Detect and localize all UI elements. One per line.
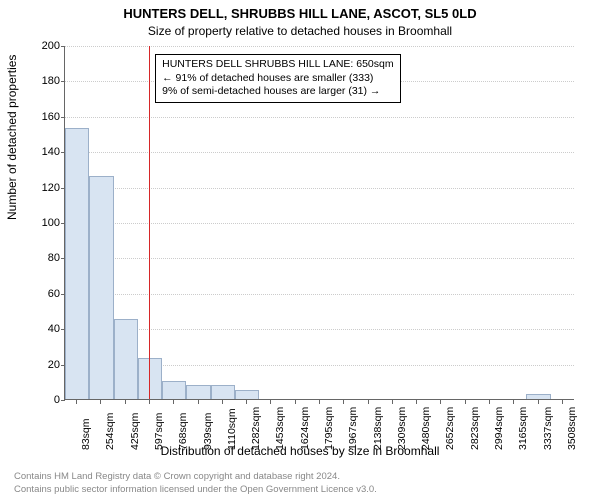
footer-attribution: Contains HM Land Registry data © Crown c…: [14, 471, 377, 496]
xtick-label: 254sqm: [104, 413, 116, 450]
gridline: [65, 223, 574, 224]
ytick-label: 100: [26, 217, 60, 229]
histogram-bar: [186, 385, 210, 399]
histogram-bar: [162, 381, 186, 399]
ytick-label: 40: [26, 323, 60, 335]
ytick-mark: [61, 400, 65, 401]
chart-subtitle: Size of property relative to detached ho…: [0, 24, 600, 38]
y-axis-label: Number of detached properties: [5, 55, 19, 220]
xtick-label: 1110sqm: [226, 408, 238, 450]
plot-area: HUNTERS DELL SHRUBBS HILL LANE: 650sqm← …: [64, 46, 574, 400]
xtick-label: 2823sqm: [469, 407, 481, 450]
xtick-label: 2480sqm: [420, 407, 432, 450]
ytick-label: 0: [26, 394, 60, 406]
ytick-label: 20: [26, 359, 60, 371]
xtick-mark: [562, 400, 563, 404]
histogram-bar: [65, 128, 89, 399]
marker-line: [149, 46, 150, 399]
xtick-mark: [100, 400, 101, 404]
annotation-line: HUNTERS DELL SHRUBBS HILL LANE: 650sqm: [162, 58, 393, 72]
gridline: [65, 152, 574, 153]
annotation-box: HUNTERS DELL SHRUBBS HILL LANE: 650sqm← …: [155, 54, 400, 103]
gridline: [65, 188, 574, 189]
xtick-mark: [343, 400, 344, 404]
ytick-mark: [61, 81, 65, 82]
xtick-mark: [76, 400, 77, 404]
footer-line1: Contains HM Land Registry data © Crown c…: [14, 471, 377, 483]
annotation-line: ← 91% of detached houses are smaller (33…: [162, 72, 393, 86]
gridline: [65, 258, 574, 259]
histogram-bar: [526, 394, 550, 399]
xtick-mark: [465, 400, 466, 404]
xtick-mark: [125, 400, 126, 404]
xtick-label: 1624sqm: [299, 407, 311, 450]
xtick-label: 2309sqm: [396, 407, 408, 450]
ytick-label: 200: [26, 40, 60, 52]
xtick-mark: [538, 400, 539, 404]
xtick-label: 768sqm: [177, 413, 189, 450]
xtick-label: 1967sqm: [347, 407, 359, 450]
xtick-label: 3165sqm: [517, 407, 529, 450]
xtick-label: 2138sqm: [372, 407, 384, 450]
xtick-label: 2994sqm: [493, 407, 505, 450]
xtick-mark: [270, 400, 271, 404]
ytick-label: 60: [26, 288, 60, 300]
xtick-label: 597sqm: [153, 413, 165, 450]
histogram-bar: [235, 390, 259, 399]
chart-title: HUNTERS DELL, SHRUBBS HILL LANE, ASCOT, …: [0, 6, 600, 21]
xtick-label: 1453sqm: [274, 407, 286, 450]
ytick-label: 140: [26, 146, 60, 158]
gridline: [65, 117, 574, 118]
xtick-mark: [489, 400, 490, 404]
xtick-mark: [149, 400, 150, 404]
xtick-mark: [513, 400, 514, 404]
ytick-mark: [61, 46, 65, 47]
xtick-label: 3508sqm: [566, 407, 578, 450]
xtick-label: 425sqm: [129, 413, 141, 450]
xtick-label: 1795sqm: [323, 407, 335, 450]
xtick-mark: [319, 400, 320, 404]
xtick-mark: [416, 400, 417, 404]
xtick-mark: [222, 400, 223, 404]
ytick-mark: [61, 117, 65, 118]
gridline: [65, 46, 574, 47]
xtick-label: 3337sqm: [542, 407, 554, 450]
xtick-label: 2652sqm: [444, 407, 456, 450]
xtick-mark: [295, 400, 296, 404]
xtick-mark: [392, 400, 393, 404]
gridline: [65, 294, 574, 295]
xtick-label: 939sqm: [202, 413, 214, 450]
xtick-label: 1282sqm: [250, 407, 262, 450]
histogram-bar: [114, 319, 138, 399]
ytick-label: 120: [26, 182, 60, 194]
histogram-bar: [89, 176, 113, 399]
ytick-label: 160: [26, 111, 60, 123]
xtick-mark: [368, 400, 369, 404]
xtick-mark: [440, 400, 441, 404]
gridline: [65, 329, 574, 330]
xtick-mark: [173, 400, 174, 404]
ytick-label: 80: [26, 252, 60, 264]
xtick-mark: [198, 400, 199, 404]
annotation-line: 9% of semi-detached houses are larger (3…: [162, 85, 393, 99]
xtick-label: 83sqm: [80, 418, 92, 450]
footer-line2: Contains public sector information licen…: [14, 484, 377, 496]
histogram-bar: [211, 385, 235, 399]
xtick-mark: [246, 400, 247, 404]
ytick-label: 180: [26, 75, 60, 87]
